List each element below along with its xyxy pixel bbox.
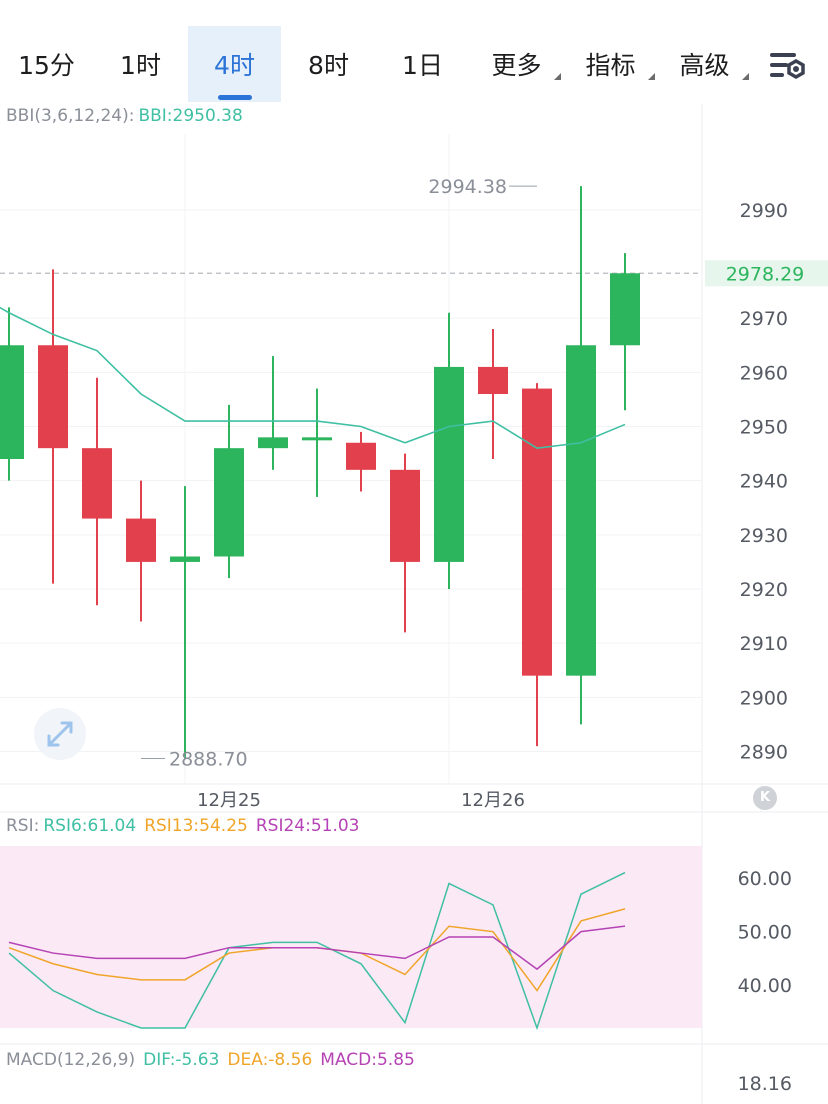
tab-2[interactable]: 1时 [94, 26, 187, 102]
active-tab-indicator [217, 95, 252, 100]
candle-body [214, 448, 244, 557]
tab-label: 4时 [214, 51, 255, 80]
timeframe-tab-bar: 15分 1时 4时 8时 1日 更多 指标 高级 [0, 0, 828, 104]
price-tick-label: 2990 [740, 200, 788, 222]
bbi-legend: BBI(3,6,12,24): BBI:2950.38 [6, 106, 251, 126]
collapse-panel-button[interactable]: K [753, 786, 777, 810]
candle-body [610, 273, 640, 346]
tab-label: 指标 [585, 51, 636, 80]
candle-body [346, 442, 376, 470]
rsi24-legend-value: RSI24:51.03 [255, 816, 360, 836]
candle-body [126, 518, 156, 562]
candle-body [390, 469, 420, 562]
tab-8[interactable]: 高级 [658, 26, 751, 102]
dea-legend-value: DEA:-8.56 [227, 1050, 313, 1070]
macd-legend: MACD(12,26,9) DIF:-5.63 DEA:-8.56 MACD:5.85 [6, 1050, 423, 1070]
tab-label: 1时 [120, 51, 161, 80]
rsi6-legend-value: RSI6:61.04 [43, 816, 137, 836]
tab-1[interactable]: 15分 [0, 26, 93, 102]
candle-body [302, 437, 332, 441]
tab-label: 高级 [679, 51, 730, 80]
dropdown-caret-icon [554, 73, 561, 80]
tab-label: 更多 [491, 51, 542, 80]
macd-legend-name: MACD(12,26,9) [6, 1050, 136, 1070]
current-price-badge [705, 260, 828, 287]
candle-body [170, 556, 200, 562]
low-marker-label: 2888.70 [169, 749, 248, 771]
expand-chart-button[interactable] [34, 708, 86, 760]
candle-body [0, 345, 24, 459]
date-tick-label: 12月26 [461, 790, 525, 811]
tab-4[interactable]: 8时 [282, 26, 375, 102]
bbi-legend-name: BBI(3,6,12,24): [6, 106, 135, 126]
tab-6[interactable]: 更多 [470, 26, 563, 102]
rsi-tick-label: 40.00 [738, 975, 792, 997]
candle-body [434, 366, 464, 562]
dif-legend-value: DIF:-5.63 [143, 1050, 220, 1070]
candle-body [478, 366, 508, 394]
rsi13-legend-value: RSI13:54.25 [144, 816, 248, 836]
macd-tick-label: 18.16 [738, 1073, 792, 1095]
bbi-line [0, 306, 626, 449]
candle-body [38, 345, 68, 449]
price-tick-label: 2920 [740, 579, 788, 601]
candle-body [522, 388, 552, 676]
tab-label: 1日 [402, 51, 443, 80]
rsi-tick-label: 60.00 [738, 868, 792, 890]
candle-body [258, 437, 288, 449]
candle-body [82, 448, 112, 519]
chart-settings-icon [770, 53, 805, 80]
rsi-legend: RSI: RSI6:61.04 RSI13:54.25 RSI24:51.03 [6, 816, 368, 836]
price-tick-label: 2940 [740, 471, 788, 493]
tab-7[interactable]: 指标 [564, 26, 657, 102]
tab-label: 15分 [18, 51, 75, 80]
rsi6-line [8, 871, 626, 1031]
price-tick-label: 2890 [740, 742, 788, 764]
high-marker-label: 2994.38 [428, 176, 507, 198]
dropdown-caret-icon [742, 73, 749, 80]
price-tick-label: 2910 [740, 633, 788, 655]
rsi-band [0, 846, 702, 1028]
price-tick-label: 2900 [740, 687, 788, 709]
dropdown-caret-icon [648, 73, 655, 80]
rsi-tick-label: 50.00 [738, 922, 792, 944]
rsi24-line [8, 925, 626, 971]
tab-5[interactable]: 1日 [376, 26, 469, 102]
price-tick-label: 2960 [740, 362, 788, 384]
macd-legend-value: MACD:5.85 [320, 1050, 415, 1070]
date-tick-label: 12月25 [197, 790, 261, 811]
price-tick-label: 2970 [740, 308, 788, 330]
bbi-legend-value: BBI:2950.38 [138, 106, 243, 126]
price-tick-label: 2930 [740, 525, 788, 547]
candle-body [566, 345, 596, 676]
tab-label: 8时 [308, 51, 349, 80]
tab-3[interactable]: 4时 [188, 26, 281, 102]
collapse-chevron-icon: K [759, 790, 771, 805]
chart-settings-button[interactable] [766, 46, 810, 86]
rsi-legend-name: RSI: [6, 816, 40, 836]
price-tick-label: 2950 [740, 417, 788, 439]
current-price-label: 2978.29 [726, 263, 805, 285]
expand-arrows-icon [47, 721, 73, 747]
